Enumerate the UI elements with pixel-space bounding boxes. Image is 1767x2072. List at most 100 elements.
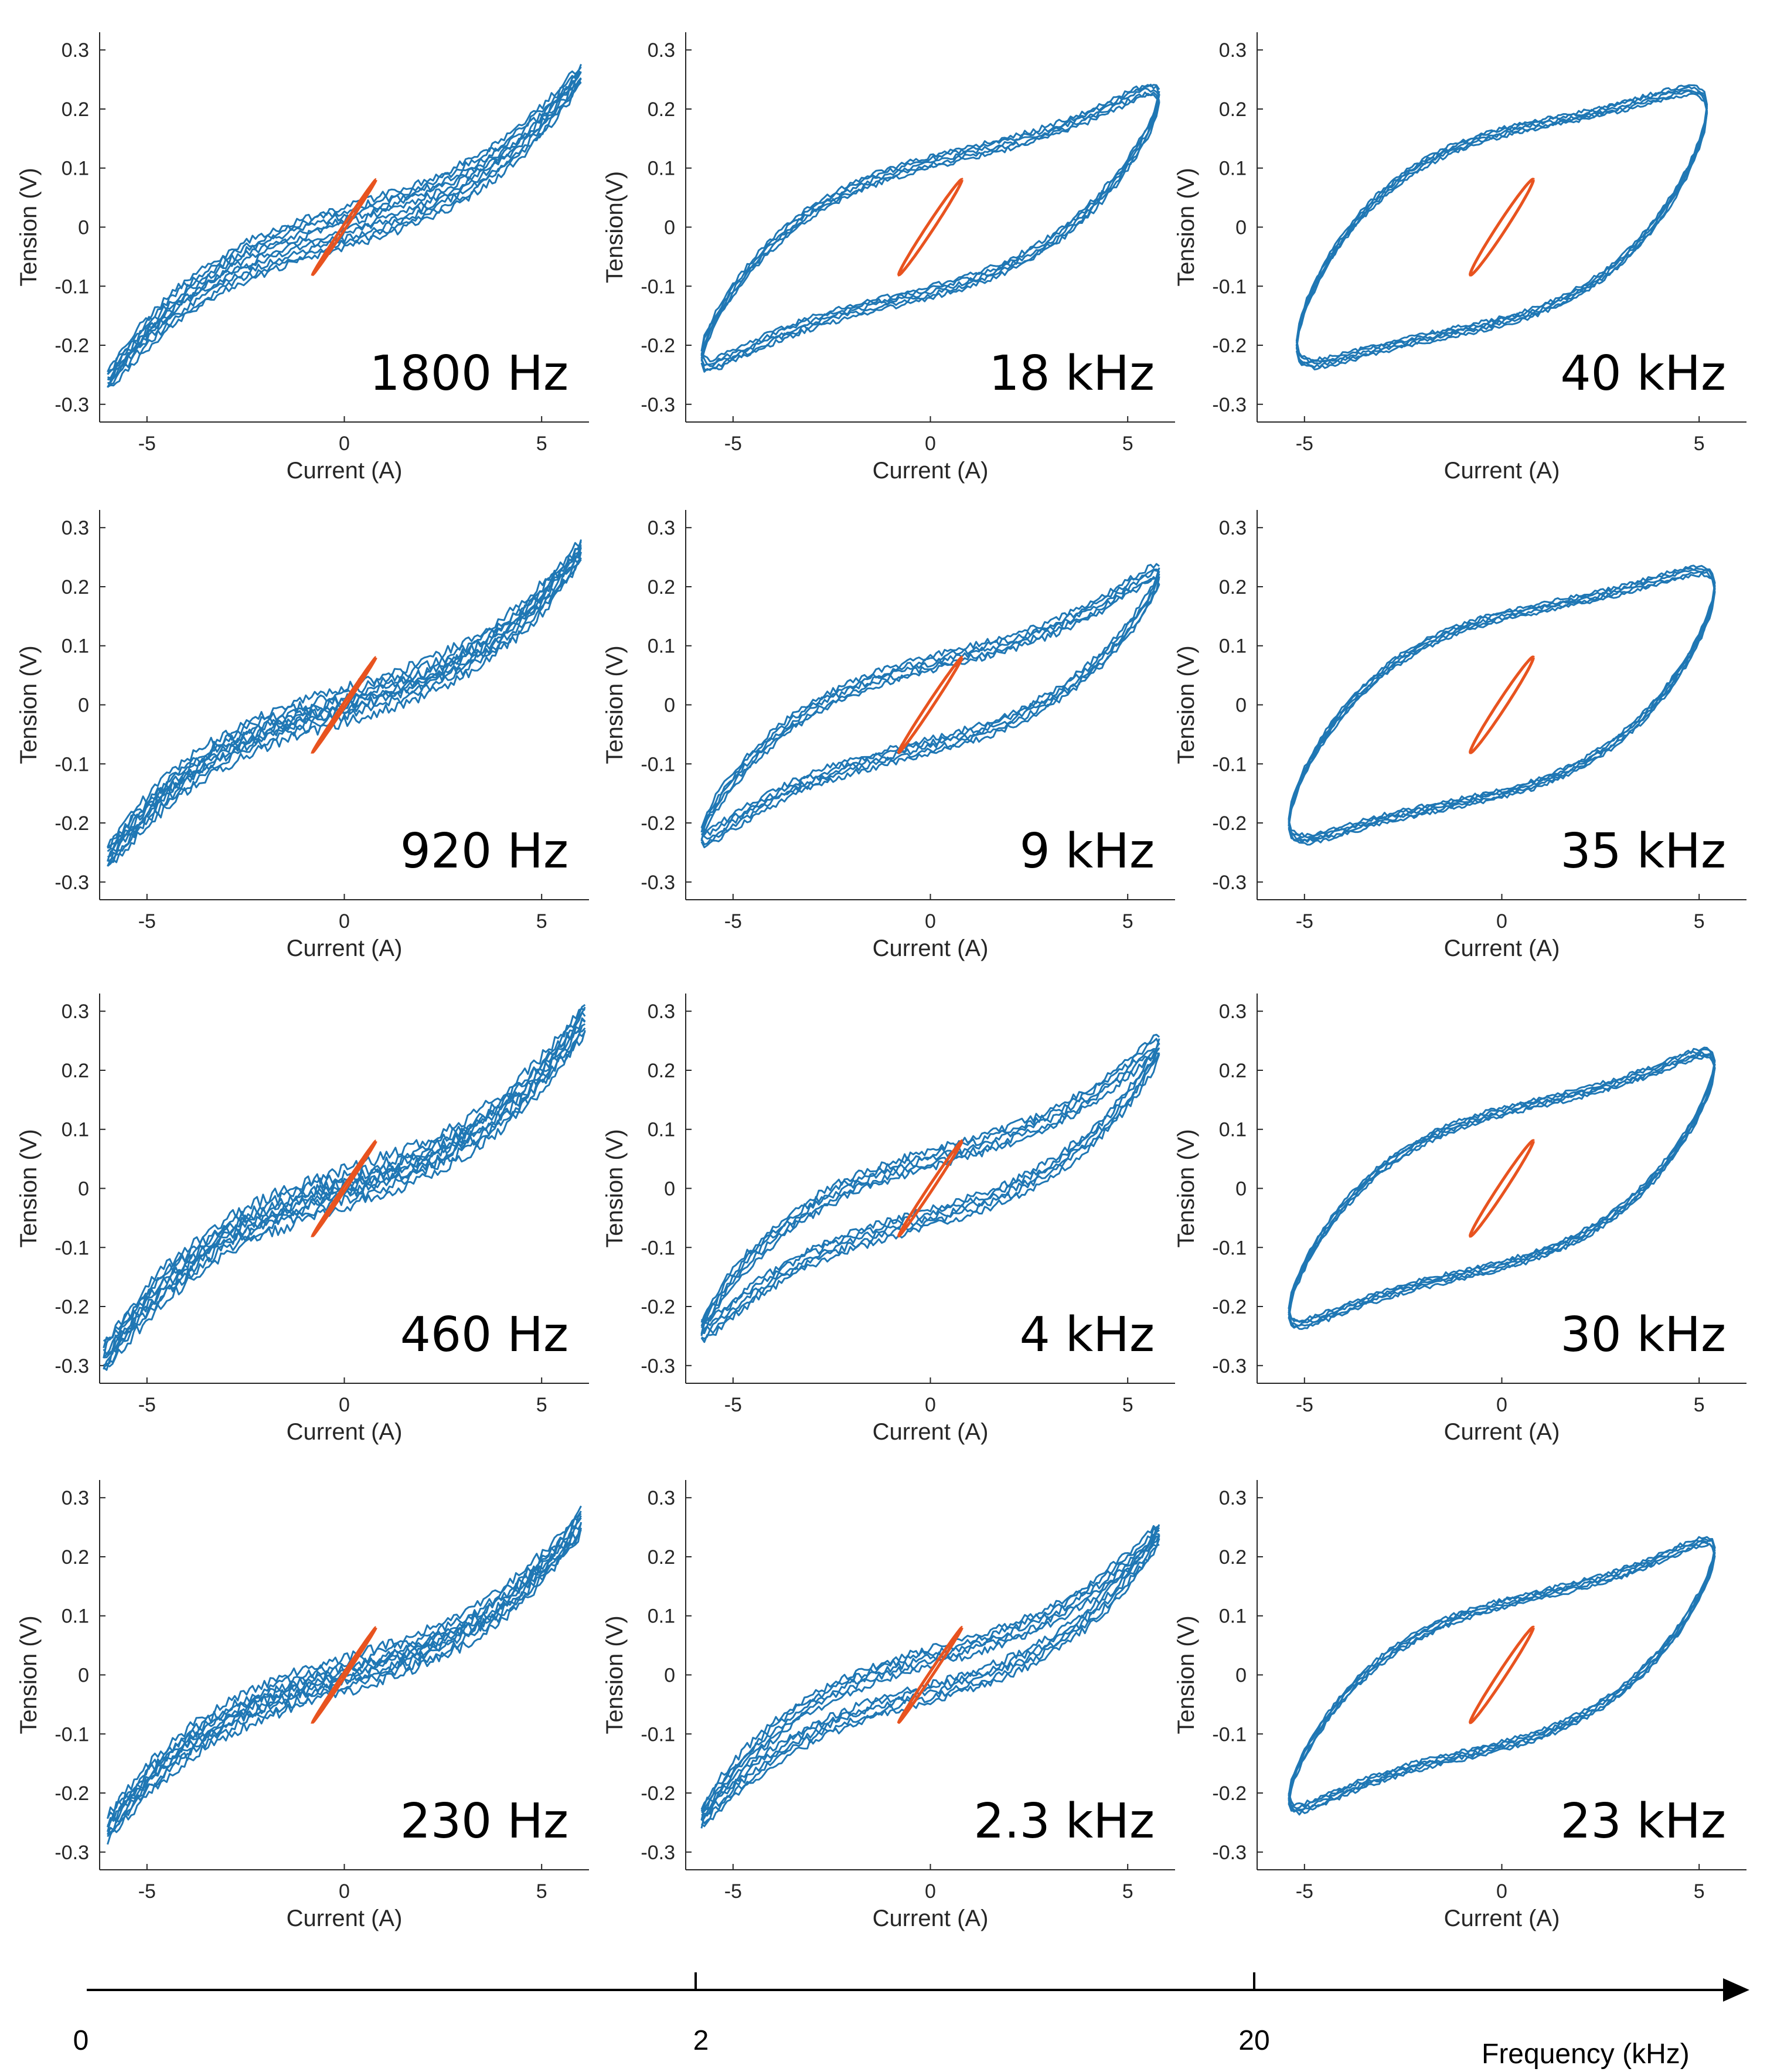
frequency-label: 2.3 kHz: [973, 1794, 1155, 1849]
large-loop-upper-branch: [103, 1008, 585, 1349]
large-loop-lower-branch: [700, 1038, 1160, 1324]
x-axis-label: Current (A): [287, 1419, 403, 1445]
x-tick-label: -5: [724, 910, 742, 933]
x-tick-label: -5: [138, 433, 156, 455]
x-tick-label: 0: [925, 433, 936, 455]
panel-9-khz: -0.3 -0.2 -0.1 0 0.1 0.2 0.3 -5 0 5 Current (A) Ten…: [602, 510, 1175, 961]
y-tick-label: 0.3: [1219, 1487, 1247, 1509]
large-loop-upper-branch: [1295, 84, 1708, 342]
x-tick-label: 5: [536, 1880, 547, 1903]
x-tick-label: 5: [1122, 910, 1133, 933]
y-tick-label: 0.2: [648, 98, 675, 121]
y-axis-label: Tension (V): [1173, 645, 1199, 764]
large-loop-lower-branch: [1288, 586, 1716, 839]
large-loop-lower-branch: [107, 63, 582, 375]
large-loop-lower-branch: [1295, 107, 1708, 363]
large-loop-upper-branch: [1295, 89, 1708, 346]
panel-2-3-khz: -0.3 -0.2 -0.1 0 0.1 0.2 0.3 -5 0 5 Current (A) Ten…: [602, 1480, 1175, 1931]
panel-1800-hz: -0.3 -0.2 -0.1 0 0.1 0.2 0.3 -5 0 5 Current (A) Ten…: [16, 32, 589, 484]
frequency-tick-label-0: 0: [73, 2025, 89, 2056]
large-loop-series: [107, 539, 582, 867]
large-loop-lower-branch: [700, 1053, 1160, 1343]
y-tick-label: -0.3: [1212, 1842, 1247, 1864]
large-loop-series: [1288, 1046, 1716, 1330]
large-loop-series: [1295, 84, 1708, 370]
large-loop-upper-branch: [700, 1050, 1160, 1336]
large-loop-upper-branch: [107, 1505, 582, 1819]
large-loop-upper-branch: [700, 1533, 1160, 1822]
y-axis-label: Tension (V): [16, 1129, 42, 1247]
panel-4-khz: -0.3 -0.2 -0.1 0 0.1 0.2 0.3 -5 0 5 Current (A) Ten…: [602, 994, 1175, 1445]
frequency-label: 30 kHz: [1560, 1307, 1726, 1363]
y-tick-label: 0.1: [1219, 1119, 1247, 1141]
panel-40-khz: -0.3 -0.2 -0.1 0 0.1 0.2 0.3 -5 5 Current (A) Tens…: [1173, 32, 1746, 484]
x-tick-label: -5: [1296, 910, 1313, 933]
large-loop-lower-branch: [700, 100, 1160, 371]
large-loop-upper-branch: [700, 1527, 1160, 1812]
x-tick-label: -5: [1296, 1880, 1313, 1903]
large-loop-lower-branch: [1288, 1551, 1716, 1811]
frequency-label: 9 kHz: [1020, 824, 1155, 879]
large-loop-lower-branch: [1288, 588, 1716, 843]
y-tick-label: 0: [664, 1178, 675, 1200]
small-loop-series: [1469, 1625, 1535, 1724]
y-tick-label: -0.1: [641, 1723, 675, 1746]
large-loop-upper-branch: [1288, 571, 1716, 827]
large-loop-lower-branch: [701, 567, 1160, 832]
large-loop-lower-branch: [107, 81, 582, 388]
large-loop-lower-branch: [1288, 582, 1716, 838]
large-loop-upper-branch: [107, 71, 582, 381]
y-axis-label: Tension (V): [16, 645, 42, 764]
y-tick-label: -0.1: [1212, 275, 1247, 298]
large-loop-lower-branch: [701, 1052, 1160, 1340]
large-loop-upper-branch: [700, 569, 1160, 832]
x-tick-label: 0: [1496, 1880, 1507, 1903]
x-axis-label: Current (A): [287, 458, 403, 484]
large-loop-lower-branch: [107, 539, 582, 849]
y-tick-label: 0.3: [1219, 39, 1247, 62]
large-loop-upper-branch: [1288, 1539, 1716, 1800]
y-tick-label: 0.3: [62, 517, 89, 539]
y-tick-label: 0.2: [62, 98, 89, 121]
y-tick-label: -0.2: [55, 1782, 89, 1805]
large-loop-upper-branch: [700, 93, 1160, 362]
x-tick-label: 0: [339, 1880, 350, 1903]
large-loop-lower-branch: [700, 94, 1160, 368]
x-tick-label: 5: [1694, 433, 1705, 455]
y-tick-label: 0.1: [62, 1605, 89, 1628]
small-loop-series: [311, 1626, 377, 1724]
y-tick-label: -0.3: [1212, 394, 1247, 416]
y-tick-label: 0.3: [62, 1487, 89, 1509]
frequency-label: 460 Hz: [400, 1307, 568, 1363]
x-tick-label: 0: [925, 1394, 936, 1416]
frequency-label: 40 kHz: [1560, 346, 1726, 402]
large-loop-upper-branch: [700, 84, 1160, 352]
large-loop-lower-branch: [701, 1535, 1160, 1816]
large-loop-lower-branch: [107, 1522, 582, 1838]
small-loop-series: [897, 655, 963, 754]
frequency-tick-label-20: 20: [1238, 2025, 1269, 2056]
x-tick-label: -5: [1296, 1394, 1313, 1416]
large-loop-lower-branch: [700, 101, 1160, 373]
y-tick-label: -0.3: [641, 1842, 675, 1864]
large-loop-lower-branch: [107, 552, 582, 863]
x-tick-label: 0: [925, 910, 936, 933]
small-loop-series: [1469, 178, 1535, 277]
large-loop-lower-branch: [1288, 1546, 1716, 1809]
large-loop-lower-branch: [107, 557, 582, 867]
panel-35-khz: -0.3 -0.2 -0.1 0 0.1 0.2 0.3 -5 0 5 Current (A) Ten…: [1173, 510, 1746, 961]
y-tick-label: 0.1: [1219, 158, 1247, 180]
large-loop-upper-branch: [700, 91, 1160, 359]
frequency-axis: 0 2 20 Frequency (kHz): [73, 1972, 1749, 2070]
large-loop-upper-branch: [107, 545, 582, 849]
large-loop-lower-branch: [700, 1543, 1160, 1828]
small-loop-series: [897, 178, 963, 277]
small-loop-path: [311, 656, 377, 754]
y-tick-label: -0.3: [55, 1842, 89, 1864]
y-tick-label: 0.2: [1219, 1546, 1247, 1569]
large-loop-upper-branch: [700, 577, 1160, 842]
y-axis-label: Tension (V): [602, 1129, 628, 1247]
large-loop-upper-branch: [700, 87, 1160, 355]
y-tick-label: -0.1: [55, 1723, 89, 1746]
frequency-tick-label-2: 2: [693, 2025, 709, 2056]
